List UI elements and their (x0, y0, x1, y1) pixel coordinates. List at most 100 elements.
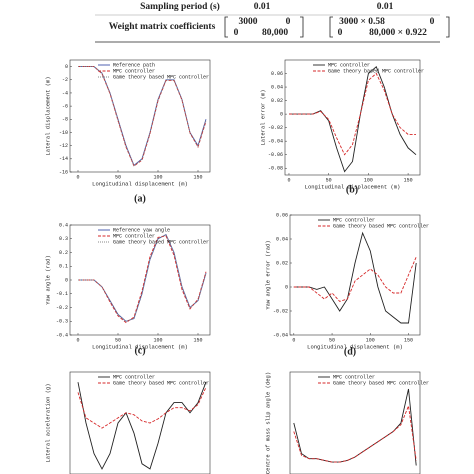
y-tick-label: 0.04 (276, 236, 288, 242)
series-line (78, 233, 207, 322)
series-line (293, 404, 417, 463)
series-line (77, 382, 207, 470)
y-tick-label: -6 (62, 103, 68, 109)
y-tick-label: -14 (59, 156, 68, 162)
legend-label: Reference yaw angle (113, 227, 170, 233)
plot-frame (289, 214, 421, 336)
y-axis-label: Lateral acceleration (g) (44, 383, 51, 462)
y-tick-label: 0 (65, 277, 68, 283)
legend-label: Reference path (113, 62, 155, 68)
x-tick-label: 150 (193, 174, 202, 180)
legend-label: MPC controller (113, 233, 155, 239)
x-tick-label: 0 (292, 337, 295, 343)
y-tick-label: 0.4 (59, 222, 68, 228)
y-tick-label: -0.02 (273, 308, 288, 314)
table-cell: Sampling period (s) (140, 1, 220, 12)
table-cell: 0.01 (254, 2, 271, 12)
x-tick-label: 0 (76, 337, 79, 343)
plot-frame (69, 59, 211, 173)
series-line (293, 231, 417, 324)
plot-frame (289, 371, 421, 474)
caption: (c) (134, 345, 145, 356)
y-tick-label: 0.02 (271, 98, 283, 104)
x-tick-label: 50 (115, 337, 121, 343)
series-line (78, 235, 207, 324)
y-tick-label: -0.04 (268, 139, 283, 145)
y-tick-label: 0.06 (276, 212, 288, 218)
legend-label: Game theory based MPC controller (333, 223, 429, 229)
x-tick-label: 100 (366, 337, 375, 343)
y-tick-label: -4 (62, 90, 68, 96)
legend-label: Game theory based MPC controller (328, 68, 424, 74)
y-tick-label: 0 (285, 284, 288, 290)
x-axis-label: Longitudinal displacement (m) (92, 180, 188, 187)
series-line (289, 72, 416, 156)
y-tick-label: -12 (59, 143, 68, 149)
y-tick-label: -16 (59, 169, 68, 175)
legend-label: Game theory based MPC controller (113, 239, 209, 245)
x-tick-label: 100 (153, 337, 162, 343)
y-tick-label: -0.04 (273, 332, 288, 338)
y-axis-label: Yaw angle (rad) (44, 255, 51, 305)
matrix-entry: 80,000 × 0.922 (369, 28, 427, 38)
series-line (289, 66, 417, 173)
legend-label: Game theory based MPC controller (113, 380, 209, 386)
matrix-bracket (224, 16, 450, 38)
y-tick-label: 0.02 (276, 260, 288, 266)
y-tick-label: -0.4 (56, 332, 68, 338)
x-tick-label: 50 (115, 174, 121, 180)
plot-frame (284, 59, 421, 176)
series-line (78, 233, 207, 322)
x-tick-label: 150 (193, 337, 202, 343)
matrix-entry: 80,000 (262, 28, 288, 38)
y-tick-label: -0.2 (56, 305, 68, 311)
x-tick-label: 50 (326, 177, 332, 183)
y-tick-label: 0.04 (271, 84, 283, 90)
y-tick-label: -0.02 (268, 125, 283, 131)
table-cell: Weight matrix coefficients (109, 22, 216, 32)
legend-label: MPC controller (333, 374, 375, 380)
legend-label: Game theory based MPC controller (333, 380, 429, 386)
legend-label: MPC controller (328, 62, 370, 68)
legend-label: MPC controller (113, 374, 155, 380)
x-axis-label: Longitudinal displacement (m) (305, 183, 401, 190)
x-axis-label: Longitudinal displacement (m) (307, 343, 403, 350)
y-tick-label: -8 (62, 117, 68, 123)
matrix-entry: 0 (430, 17, 435, 27)
y-axis-label: Yaw angle error (rad) (264, 240, 271, 309)
matrix-entry: 3000 × 0.58 (339, 17, 385, 27)
matrix-entry: 3000 (239, 17, 258, 27)
y-tick-label: 0.2 (59, 250, 68, 256)
series-line (78, 66, 207, 167)
series-line (77, 387, 207, 429)
y-tick-label: 0.06 (271, 71, 283, 77)
table-cell: 0.01 (377, 2, 394, 12)
legend-label: MPC controller (113, 68, 155, 74)
y-tick-label: -10 (59, 130, 68, 136)
plot-frame (69, 371, 211, 474)
caption: (b) (346, 184, 358, 195)
y-tick-label: -2 (62, 77, 68, 83)
y-tick-label: -0.1 (56, 291, 68, 297)
x-tick-label: 150 (404, 177, 413, 183)
matrix-entry: 0 (286, 17, 291, 27)
matrix-entry: 0 (338, 28, 343, 38)
x-tick-label: 50 (329, 337, 335, 343)
x-tick-label: 0 (76, 174, 79, 180)
legend-label: Game theory based MPC controller (113, 74, 209, 80)
series-line (293, 256, 417, 302)
x-tick-label: 100 (364, 177, 373, 183)
y-axis-label: Lateral error (m) (259, 89, 266, 145)
y-tick-label: 0.1 (59, 264, 68, 270)
x-tick-label: 150 (404, 337, 413, 343)
y-tick-label: 0 (65, 64, 68, 70)
series-line (78, 66, 207, 167)
x-tick-label: 100 (153, 174, 162, 180)
y-axis-label: Centre of mass slip angle (deg) (264, 372, 271, 474)
x-axis-label: Longitudinal displacement (m) (92, 343, 188, 350)
caption: (a) (134, 193, 146, 204)
legend-label: MPC controller (333, 217, 375, 223)
y-tick-label: 0.3 (59, 236, 68, 242)
x-tick-label: 0 (287, 177, 290, 183)
